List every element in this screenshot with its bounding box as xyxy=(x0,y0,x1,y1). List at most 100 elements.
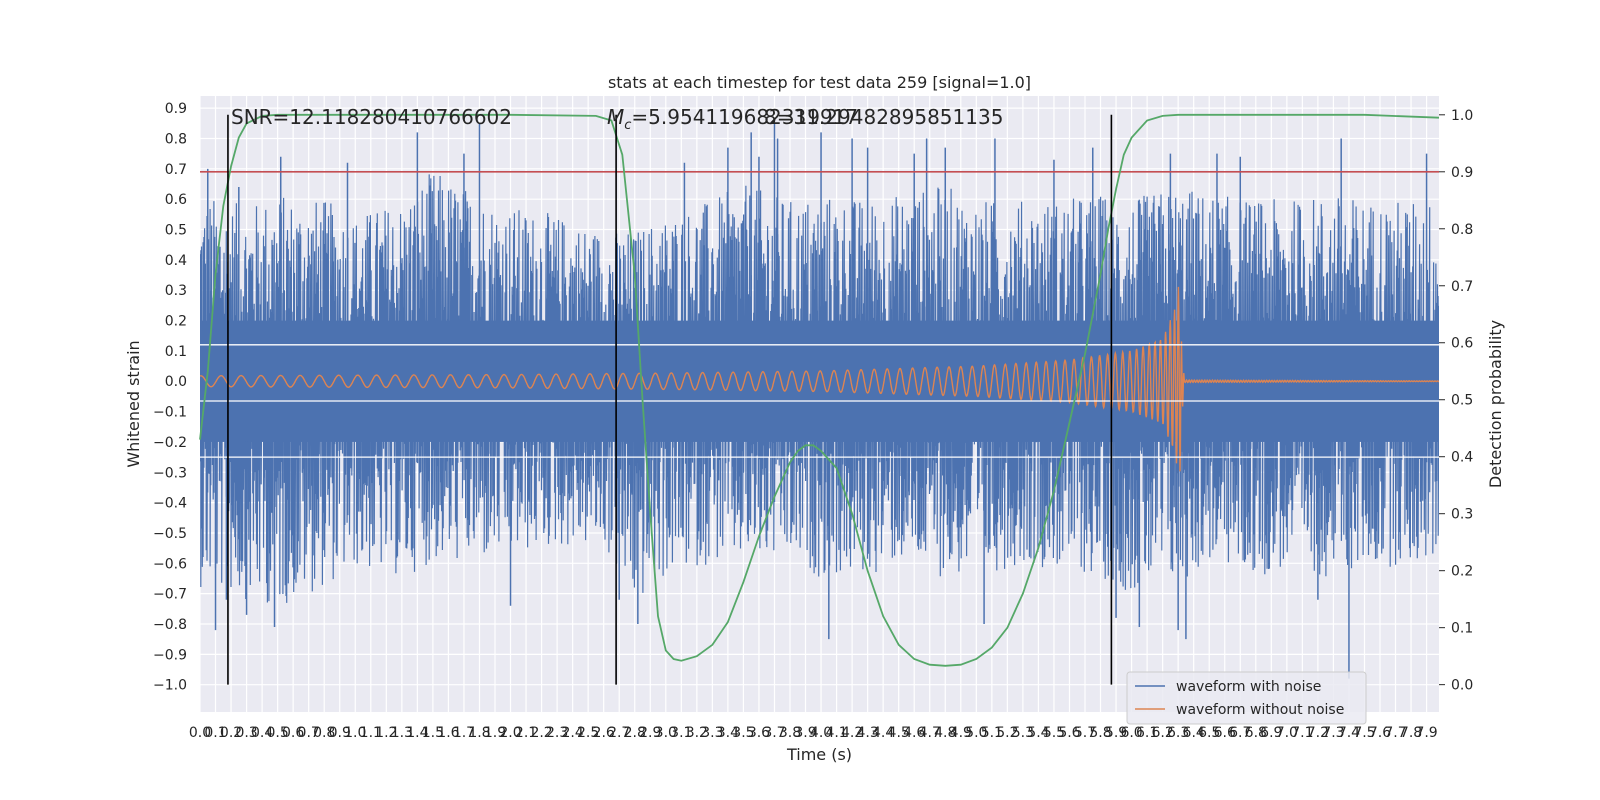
y2-tick-label: 0.4 xyxy=(1451,450,1473,466)
legend: waveform with noise waveform without noi… xyxy=(1126,671,1367,725)
x-tick-label: 2.9 xyxy=(639,725,661,741)
x-tick-label: 2.4 xyxy=(561,725,583,741)
y2-tick-label: 0.1 xyxy=(1451,621,1473,637)
x-tick-label: 4.0 xyxy=(810,725,832,741)
overlay-layer xyxy=(199,113,1440,685)
legend-label-clean: waveform without noise xyxy=(1176,702,1344,718)
y2-tick-label: 0.8 xyxy=(1451,222,1473,238)
x-tick-label: 7.0 xyxy=(1276,725,1298,741)
y-tick-label: −0.2 xyxy=(153,435,187,451)
y2-tick-label: 0.9 xyxy=(1451,165,1473,181)
y-tick-label: 0.8 xyxy=(165,131,187,147)
x-tick-label: 0.3 xyxy=(235,725,257,741)
x-tick-label: 1.0 xyxy=(344,725,366,741)
x-tick-label: 3.1 xyxy=(670,725,692,741)
y2-tick-label: 0.6 xyxy=(1451,336,1473,352)
x-tick-label: 6.9 xyxy=(1260,725,1282,741)
x-axis-label: Time (s) xyxy=(786,745,852,764)
detection-probability-line xyxy=(199,113,1440,667)
x-tick-label: 2.2 xyxy=(530,725,552,741)
x-tick-label: 4.5 xyxy=(888,725,910,741)
x-tick-label: 3.7 xyxy=(763,725,785,741)
x-tick-label: 6.0 xyxy=(1120,725,1142,741)
y2-tick-label: 1.0 xyxy=(1451,108,1473,124)
series-layer xyxy=(200,123,1439,679)
x-tick-label: 3.2 xyxy=(686,725,708,741)
x-tick-label: 1.8 xyxy=(468,725,490,741)
y-tick-label: 0.7 xyxy=(165,162,187,178)
x-tick-label: 2.6 xyxy=(593,725,615,741)
x-tick-label: 5.9 xyxy=(1105,725,1127,741)
x-tick-label: 6.3 xyxy=(1167,725,1189,741)
x-tick-label: 1.6 xyxy=(437,725,459,741)
chart-title: stats at each timestep for test data 259… xyxy=(608,73,1031,92)
y2-axis-label: Detection probability xyxy=(1486,320,1505,488)
x-tick-label: 5.5 xyxy=(1043,725,1065,741)
x-tick-label: 0.8 xyxy=(313,725,335,741)
clean-waveform-line xyxy=(200,286,1439,472)
x-tick-label: 5.3 xyxy=(1012,725,1034,741)
x-tick-label: 6.4 xyxy=(1183,725,1205,741)
chirp-mass-annotation: Mc=5.954119682319917 xyxy=(607,105,858,133)
x-tick-label: 4.1 xyxy=(825,725,847,741)
y-tick-label: −0.5 xyxy=(153,526,187,542)
x-tick-label: 2.5 xyxy=(577,725,599,741)
y-tick-label: −1.0 xyxy=(153,678,187,694)
x-tick-label: 0.9 xyxy=(329,725,351,741)
y-tick-label: −0.9 xyxy=(153,647,187,663)
x-tick-label: 2.8 xyxy=(624,725,646,741)
x-tick-label: 1.5 xyxy=(422,725,444,741)
y-tick-label: 0.4 xyxy=(165,253,187,269)
chirp-mass-subscript: c xyxy=(624,118,631,133)
x-tick-label: 5.0 xyxy=(965,725,987,741)
x-tick-label: 7.5 xyxy=(1353,725,1375,741)
x-tick-label: 0.4 xyxy=(251,725,273,741)
legend-label-noise: waveform with noise xyxy=(1176,679,1321,695)
x-tick-label: 1.4 xyxy=(406,725,428,741)
y-tick-label: 0.9 xyxy=(165,101,187,117)
y2-tick-label: 0.0 xyxy=(1451,678,1473,694)
x-tick-label: 6.8 xyxy=(1245,725,1267,741)
axes-layer: 0.00.10.20.30.40.50.60.70.80.91.01.11.21… xyxy=(153,101,1473,741)
y-tick-label: 0.0 xyxy=(165,374,187,390)
x-tick-label: 3.8 xyxy=(779,725,801,741)
x-tick-label: 0.1 xyxy=(204,725,226,741)
y-tick-label: −0.6 xyxy=(153,556,187,572)
x-tick-label: 1.7 xyxy=(453,725,475,741)
x-tick-label: 2.7 xyxy=(608,725,630,741)
y-tick-label: −0.4 xyxy=(153,496,187,512)
x-tick-label: 7.1 xyxy=(1291,725,1313,741)
overlap-annotation: 8=31.29482895851135 xyxy=(764,105,1003,129)
x-tick-label: 4.8 xyxy=(934,725,956,741)
chirp-mass-symbol: M xyxy=(607,105,624,129)
x-tick-label: 2.0 xyxy=(499,725,521,741)
x-tick-label: 0.7 xyxy=(298,725,320,741)
x-tick-label: 7.3 xyxy=(1322,725,1344,741)
x-tick-label: 6.5 xyxy=(1198,725,1220,741)
x-tick-label: 5.1 xyxy=(981,725,1003,741)
y-tick-label: 0.5 xyxy=(165,223,187,239)
x-tick-label: 6.6 xyxy=(1214,725,1236,741)
x-tick-label: 4.7 xyxy=(919,725,941,741)
y-tick-label: 0.6 xyxy=(165,192,187,208)
x-tick-label: 7.4 xyxy=(1338,725,1360,741)
x-tick-label: 1.9 xyxy=(484,725,506,741)
x-tick-label: 1.1 xyxy=(360,725,382,741)
x-tick-label: 0.5 xyxy=(266,725,288,741)
x-tick-label: 0.6 xyxy=(282,725,304,741)
x-tick-label: 2.3 xyxy=(546,725,568,741)
x-tick-label: 1.2 xyxy=(375,725,397,741)
x-tick-label: 2.1 xyxy=(515,725,537,741)
x-tick-label: 4.9 xyxy=(950,725,972,741)
x-tick-label: 6.1 xyxy=(1136,725,1158,741)
y-tick-label: −0.1 xyxy=(153,405,187,421)
x-tick-label: 5.2 xyxy=(996,725,1018,741)
x-tick-label: 4.4 xyxy=(872,725,894,741)
y-tick-label: −0.3 xyxy=(153,465,187,481)
chirp-mass-value: =5.954119682319917 xyxy=(631,105,858,129)
x-tick-label: 6.7 xyxy=(1229,725,1251,741)
x-tick-label: 5.7 xyxy=(1074,725,1096,741)
y-axis-label: Whitened strain xyxy=(124,340,143,467)
x-tick-label: 7.8 xyxy=(1400,725,1422,741)
